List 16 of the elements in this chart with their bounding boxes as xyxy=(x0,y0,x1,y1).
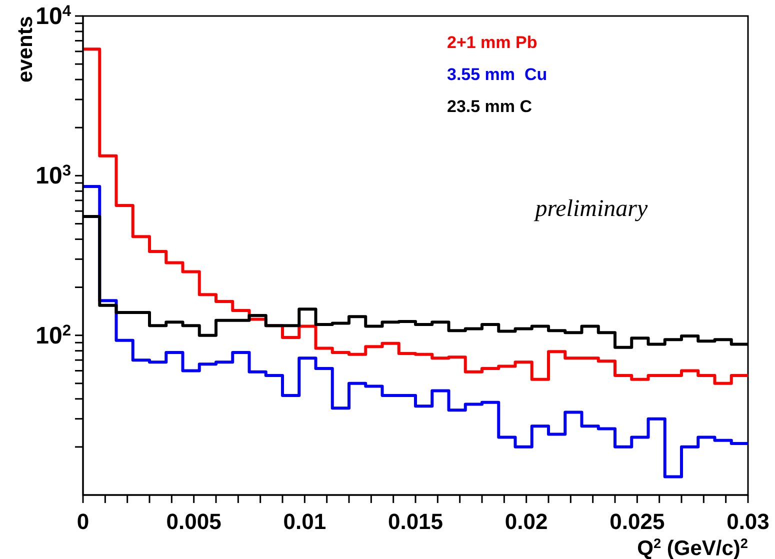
y-axis-title: events xyxy=(14,16,37,83)
x-tick-label: 0.01 xyxy=(283,509,326,534)
annotation: preliminary xyxy=(533,196,648,222)
x-tick-label: 0.025 xyxy=(610,509,665,534)
x-tick-label: 0.015 xyxy=(388,509,444,534)
y-tick-label: 10$^{2}$ xyxy=(36,322,72,350)
text: 2+1 mm Pb xyxy=(447,33,538,52)
x-tick-label: 0.005 xyxy=(166,509,222,534)
x-tick-label: 0.02 xyxy=(504,509,548,534)
x-tick-label: 0.03 xyxy=(726,509,770,534)
text: 3.55 mm Cu xyxy=(447,65,548,84)
x-tick-label: 0 xyxy=(76,509,90,534)
x-axis-title: Q$^{2}$ (GeV/c)$^{2}$ xyxy=(637,536,748,559)
y-tick-label: 10$^{4}$ xyxy=(36,2,72,30)
text: 23.5 mm C xyxy=(447,97,532,116)
y-tick-label: 10$^{3}$ xyxy=(36,162,72,190)
